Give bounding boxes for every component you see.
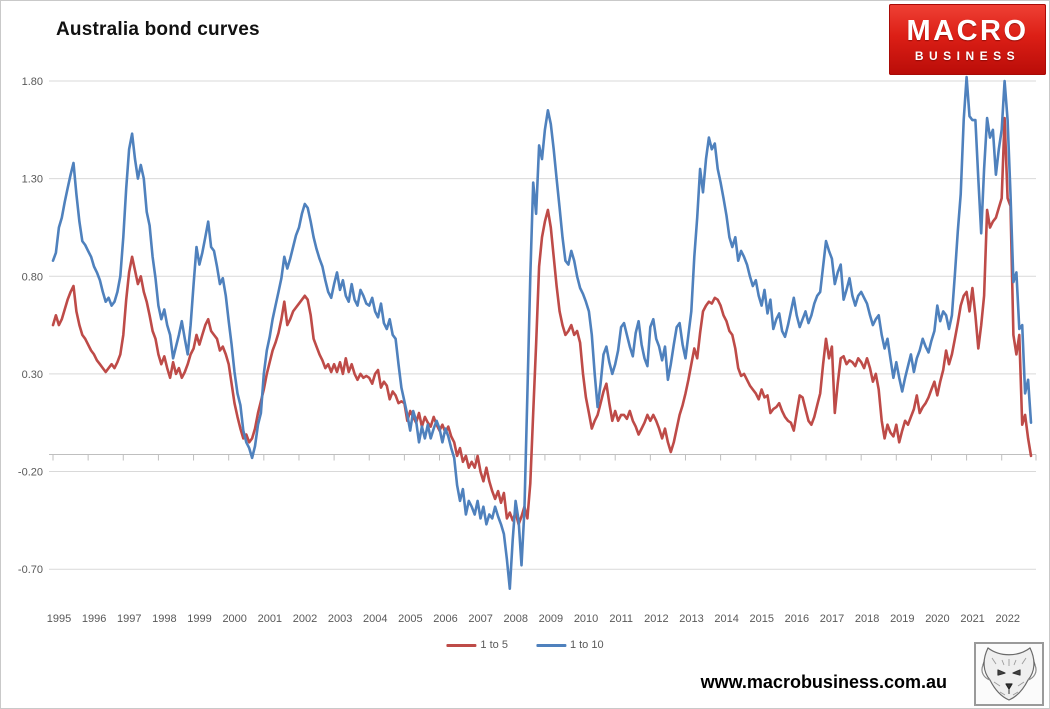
macrobusiness-logo-text-business: BUSINESS (914, 49, 1021, 63)
macrobusiness-logo-text-macro: MACRO (906, 15, 1029, 47)
x-axis-tick-label: 2000 (222, 613, 246, 625)
x-axis-tick-label: 2016 (785, 613, 809, 625)
legend-label-1to10: 1 to 10 (569, 639, 604, 651)
x-axis-tick-label: 2013 (679, 613, 703, 625)
x-axis-tick-label: 2021 (960, 613, 984, 625)
x-axis-tick-label: 2022 (995, 613, 1019, 625)
x-axis-tick-label: 2018 (855, 613, 879, 625)
x-axis-tick-label: 2020 (925, 613, 949, 625)
legend-swatch-blue (535, 643, 566, 647)
legend-label-1to5: 1 to 5 (480, 639, 508, 651)
x-axis-tick-label: 2019 (890, 613, 914, 625)
macrobusiness-logo: MACRO BUSINESS (889, 4, 1046, 75)
chart-title: Australia bond curves (56, 19, 260, 40)
y-axis-tick-label: 0.80 (22, 271, 43, 283)
legend-item-1to5: 1 to 5 (446, 639, 508, 651)
wolf-icon (981, 647, 1037, 701)
wolf-logo (974, 642, 1044, 706)
x-axis-tick-label: 2010 (574, 613, 598, 625)
x-axis-tick-label: 1998 (152, 613, 176, 625)
x-axis-tick-label: 2014 (714, 613, 738, 625)
y-axis-tick-label: -0.20 (18, 467, 43, 479)
x-axis-tick-label: 1997 (117, 613, 141, 625)
x-axis-tick-label: 2006 (433, 613, 457, 625)
x-axis-tick-label: 2015 (750, 613, 774, 625)
chart-legend: 1 to 5 1 to 10 (446, 639, 604, 651)
x-axis-tick-label: 1999 (187, 613, 211, 625)
x-axis-tick-label: 2007 (468, 613, 492, 625)
y-axis-tick-label: -0.70 (18, 564, 43, 576)
x-axis-tick-label: 1995 (47, 613, 71, 625)
y-axis-tick-label: 1.80 (22, 76, 43, 88)
x-axis-tick-label: 2001 (258, 613, 282, 625)
website-link[interactable]: www.macrobusiness.com.au (700, 672, 947, 692)
x-axis-tick-label: 2017 (820, 613, 844, 625)
x-axis-tick-label: 2005 (398, 613, 422, 625)
series-line-1-to-10 (51, 75, 1033, 590)
series-line-1-to-5 (51, 116, 1033, 526)
x-axis-tick-label: 1996 (82, 613, 106, 625)
x-axis-tick-label: 2011 (609, 613, 633, 625)
legend-swatch-red (446, 643, 477, 647)
x-axis-tick-label: 2009 (539, 613, 563, 625)
x-axis-tick-label: 2012 (644, 613, 668, 625)
y-axis-tick-label: 1.30 (22, 174, 43, 186)
y-axis-tick-label: 0.30 (22, 369, 43, 381)
legend-item-1to10: 1 to 10 (535, 639, 604, 651)
x-axis-tick-label: 2003 (328, 613, 352, 625)
x-axis-tick-label: 2004 (363, 613, 387, 625)
x-axis-tick-label: 2002 (293, 613, 317, 625)
x-axis-tick-label: 2008 (504, 613, 528, 625)
